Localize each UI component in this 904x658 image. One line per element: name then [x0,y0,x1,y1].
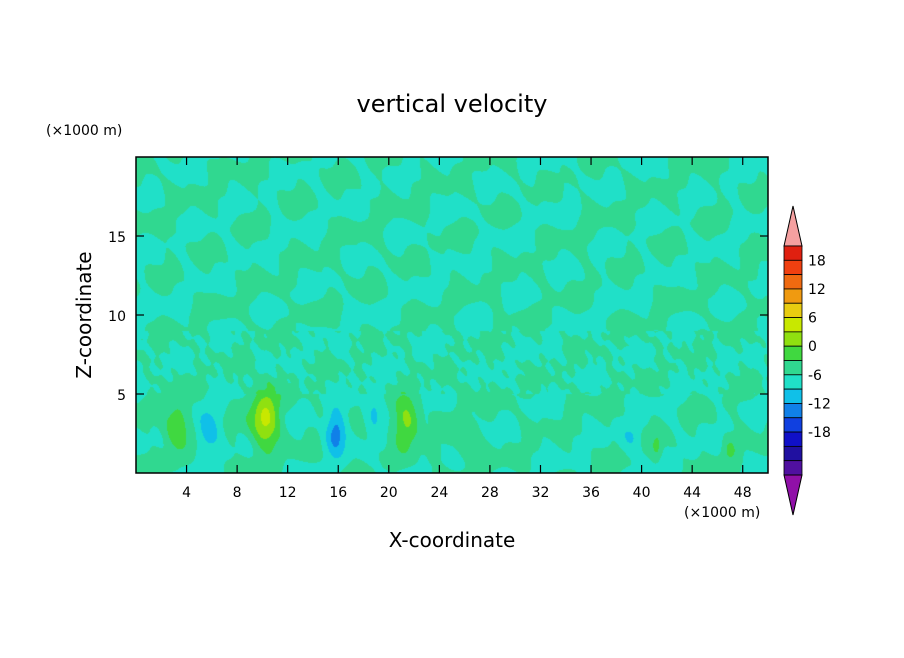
x-tick-label: 40 [633,485,651,501]
colorbar-band [783,388,803,404]
colorbar-label: -6 [808,368,822,384]
colorbar-band [783,245,803,261]
colorbar-band [783,288,803,304]
x-tick-label: 28 [481,485,499,501]
colorbar-band [783,331,803,347]
x-tick-label: 32 [532,485,550,501]
y-axis-label: Z-coordinate [72,251,96,378]
colorbar-label: 12 [808,282,826,298]
x-tick-label: 16 [329,485,347,501]
colorbar-band [783,445,803,462]
colorbar-band [783,417,803,433]
x-unit-label: (×1000 m) [684,505,760,521]
colorbar-label: -12 [808,396,831,412]
y-tick-label: 5 [117,388,126,404]
colorbar-band [783,431,803,447]
y-tick-label: 15 [108,230,126,246]
colorbar-label: 18 [808,253,826,269]
colorbar-label: -18 [808,425,831,441]
x-tick-label: 20 [380,485,398,501]
x-tick-label: 24 [430,485,448,501]
x-tick-label: 4 [182,485,191,501]
velocity-field [136,157,768,473]
x-tick-label: 8 [233,485,242,501]
colorbar-top-extension [783,205,803,247]
colorbar-bottom-extension [783,474,803,516]
colorbar: 18 12 6 0 -6 -12 -18 [783,205,831,516]
colorbar-band [783,345,803,361]
colorbar-band [783,317,803,333]
colorbar-band [783,302,803,318]
colorbar-band [783,259,803,276]
y-unit-label: (×1000 m) [46,123,122,139]
colorbar-band [783,403,803,419]
plot-area [135,156,769,474]
colorbar-label: 0 [808,339,817,355]
x-tick-label: 12 [279,485,297,501]
chart-title: vertical velocity [357,90,548,118]
x-axis-label: X-coordinate [389,528,516,552]
x-tick-label: 48 [734,485,752,501]
y-tick-label: 10 [108,309,126,325]
colorbar-band [783,274,803,290]
x-tick-label: 36 [582,485,600,501]
colorbar-label: 6 [808,311,817,327]
x-tick-label: 44 [683,485,701,501]
colorbar-band [783,374,803,390]
colorbar-band [783,360,803,376]
colorbar-band [783,460,803,476]
